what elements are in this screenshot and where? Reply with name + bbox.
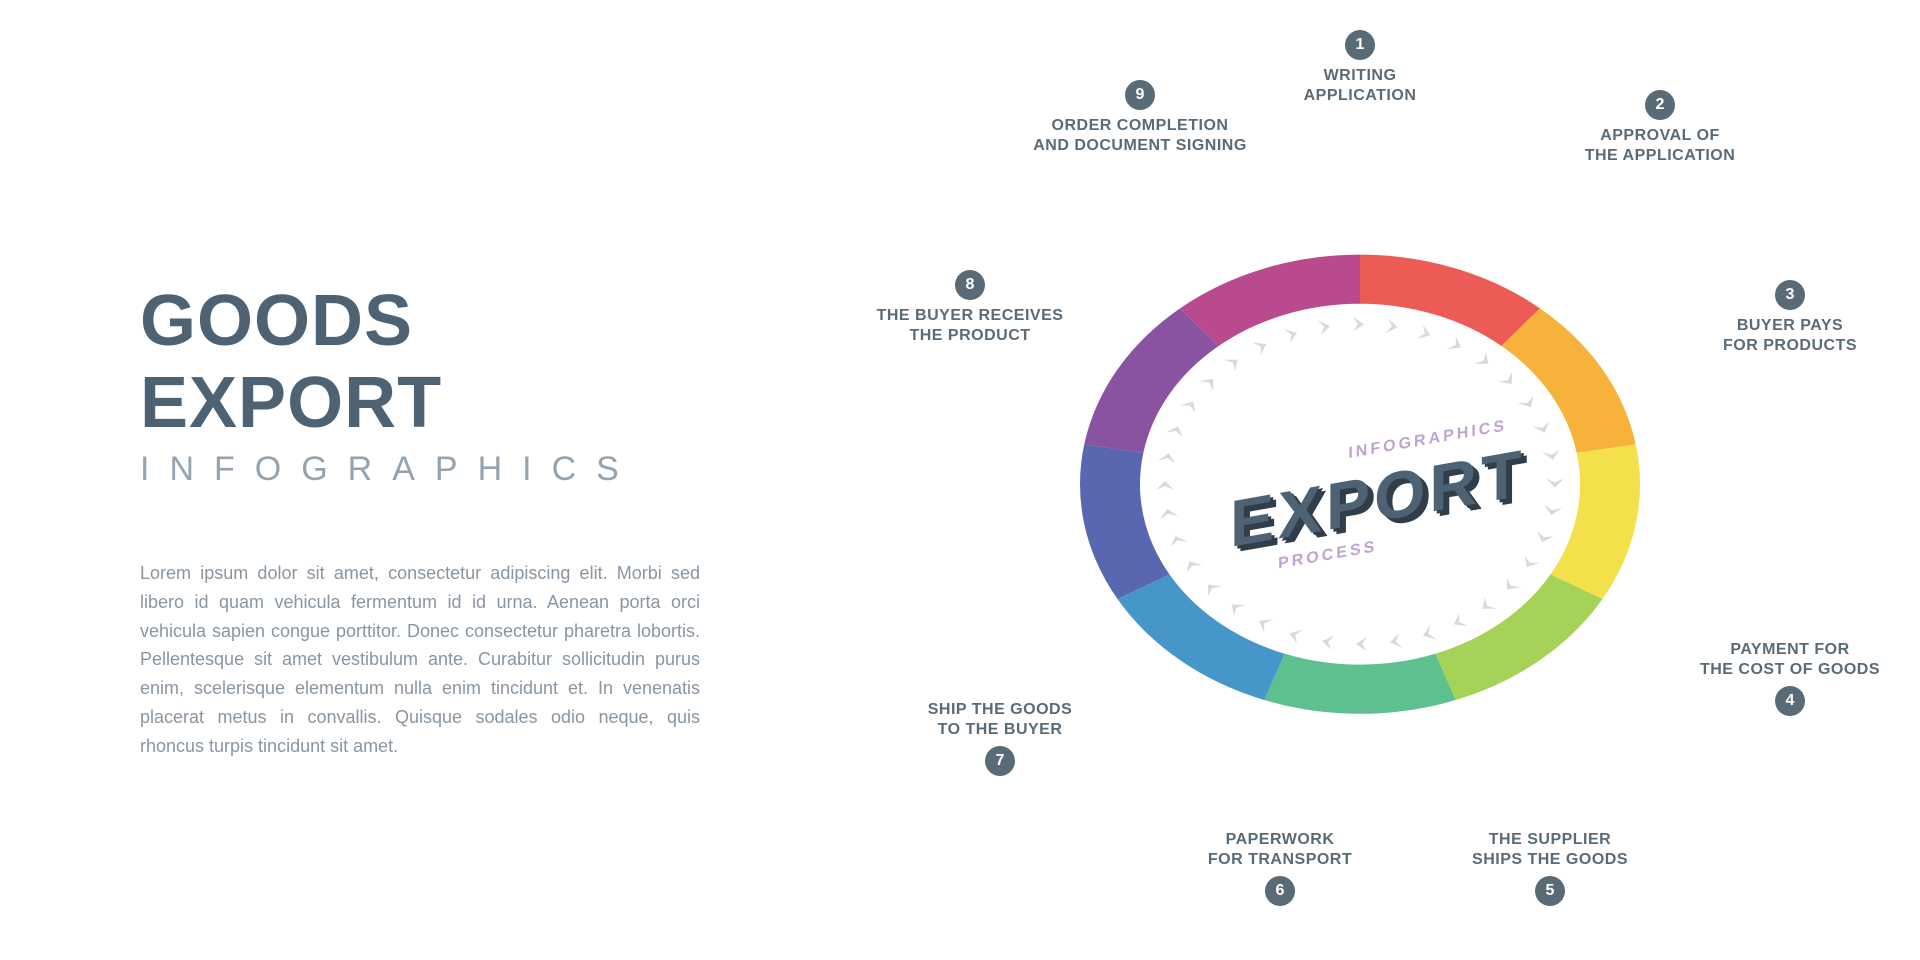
step-6: PAPERWORKFOR TRANSPORT 6 <box>1170 830 1390 912</box>
chevron-icon <box>1417 325 1433 342</box>
page-subtitle: INFOGRAPHICS <box>140 450 700 489</box>
chevron-icon <box>1158 507 1178 518</box>
step-8: 8 THE BUYER RECEIVESTHE PRODUCT <box>860 270 1080 346</box>
ring-segment-1 <box>1360 255 1540 346</box>
step-label-3: BUYER PAYSFOR PRODUCTS <box>1680 316 1900 356</box>
chevron-icon <box>1533 531 1554 545</box>
chevron-icon <box>1201 580 1222 596</box>
chevron-icon <box>1224 354 1244 371</box>
step-7: SHIP THE GOODSTO THE BUYER 7 <box>890 700 1110 782</box>
step-badge-5: 5 <box>1535 876 1565 906</box>
step-9: 9 ORDER COMPLETIONAND DOCUMENT SIGNING <box>1030 80 1250 156</box>
ring-segment-9 <box>1180 255 1360 346</box>
chevron-icon <box>1447 336 1466 353</box>
chevron-icon <box>1420 626 1436 643</box>
step-badge-9: 9 <box>1125 80 1155 110</box>
body-paragraph: Lorem ipsum dolor sit amet, consectetur … <box>140 559 700 761</box>
chevron-icon <box>1542 449 1562 460</box>
chevron-icon <box>1546 478 1564 487</box>
step-badge-3: 3 <box>1775 280 1805 310</box>
chevron-icon <box>1474 352 1494 369</box>
chevron-icon <box>1181 558 1202 573</box>
chevron-icon <box>1318 319 1332 335</box>
chevron-icon <box>1500 578 1521 594</box>
chevron-icon <box>1166 424 1187 438</box>
ring-segment-3 <box>1551 444 1640 599</box>
step-2: 2 APPROVAL OFTHE APPLICATION <box>1550 90 1770 166</box>
step-4: PAYMENT FORTHE COST OF GOODS 4 <box>1680 640 1900 722</box>
chevron-icon <box>1518 396 1539 411</box>
chevron-icon <box>1252 338 1271 355</box>
ring-segment-7 <box>1080 444 1169 599</box>
step-badge-1: 1 <box>1345 30 1375 60</box>
chevron-icon <box>1286 626 1302 643</box>
chevron-icon <box>1156 481 1174 490</box>
step-1: 1 WRITINGAPPLICATION <box>1250 30 1470 106</box>
left-panel: GOODS EXPORT INFOGRAPHICS Lorem ipsum do… <box>140 280 700 761</box>
chevron-icon <box>1498 372 1519 388</box>
chevron-icon <box>1321 634 1335 650</box>
chevron-icon <box>1519 555 1540 570</box>
export-process-diagram: INFOGRAPHICS EXPORT PROCESS 1 WRITINGAPP… <box>800 0 1900 960</box>
chevron-icon <box>1255 615 1274 632</box>
step-3: 3 BUYER PAYSFOR PRODUCTS <box>1680 280 1900 356</box>
step-label-9: ORDER COMPLETIONAND DOCUMENT SIGNING <box>1030 116 1250 156</box>
step-label-7: SHIP THE GOODSTO THE BUYER <box>928 700 1073 740</box>
chevron-icon <box>1532 422 1553 436</box>
chevron-icon <box>1199 374 1220 390</box>
chevron-icon <box>1450 613 1469 630</box>
chevron-icon <box>1356 637 1367 652</box>
chevron-icon <box>1180 398 1201 413</box>
step-label-5: THE SUPPLIERSHIPS THE GOODS <box>1472 830 1628 870</box>
chevron-icon <box>1476 597 1496 614</box>
step-label-2: APPROVAL OFTHE APPLICATION <box>1550 126 1770 166</box>
ring-segment-5 <box>1264 654 1456 714</box>
step-label-6: PAPERWORKFOR TRANSPORT <box>1208 830 1352 870</box>
step-5: THE SUPPLIERSHIPS THE GOODS 5 <box>1440 830 1660 912</box>
step-badge-2: 2 <box>1645 90 1675 120</box>
ring-segment-6 <box>1118 574 1285 700</box>
step-badge-8: 8 <box>955 270 985 300</box>
chevron-icon <box>1542 505 1562 516</box>
chevron-icon <box>1388 633 1402 649</box>
ring-segment-4 <box>1435 574 1602 700</box>
chevron-icon <box>1385 318 1399 334</box>
chevron-icon <box>1226 599 1246 616</box>
step-label-4: PAYMENT FORTHE COST OF GOODS <box>1700 640 1880 680</box>
step-badge-7: 7 <box>985 746 1015 776</box>
chevron-icon <box>1158 452 1178 463</box>
chevron-icon <box>1167 533 1188 547</box>
step-badge-6: 6 <box>1265 876 1295 906</box>
step-badge-4: 4 <box>1775 686 1805 716</box>
chevron-icon <box>1284 326 1300 343</box>
step-label-8: THE BUYER RECEIVESTHE PRODUCT <box>860 306 1080 346</box>
chevron-icon <box>1353 317 1364 332</box>
step-label-1: WRITINGAPPLICATION <box>1250 66 1470 106</box>
ring-segment-8 <box>1084 308 1218 453</box>
page-title: GOODS EXPORT <box>140 280 700 444</box>
